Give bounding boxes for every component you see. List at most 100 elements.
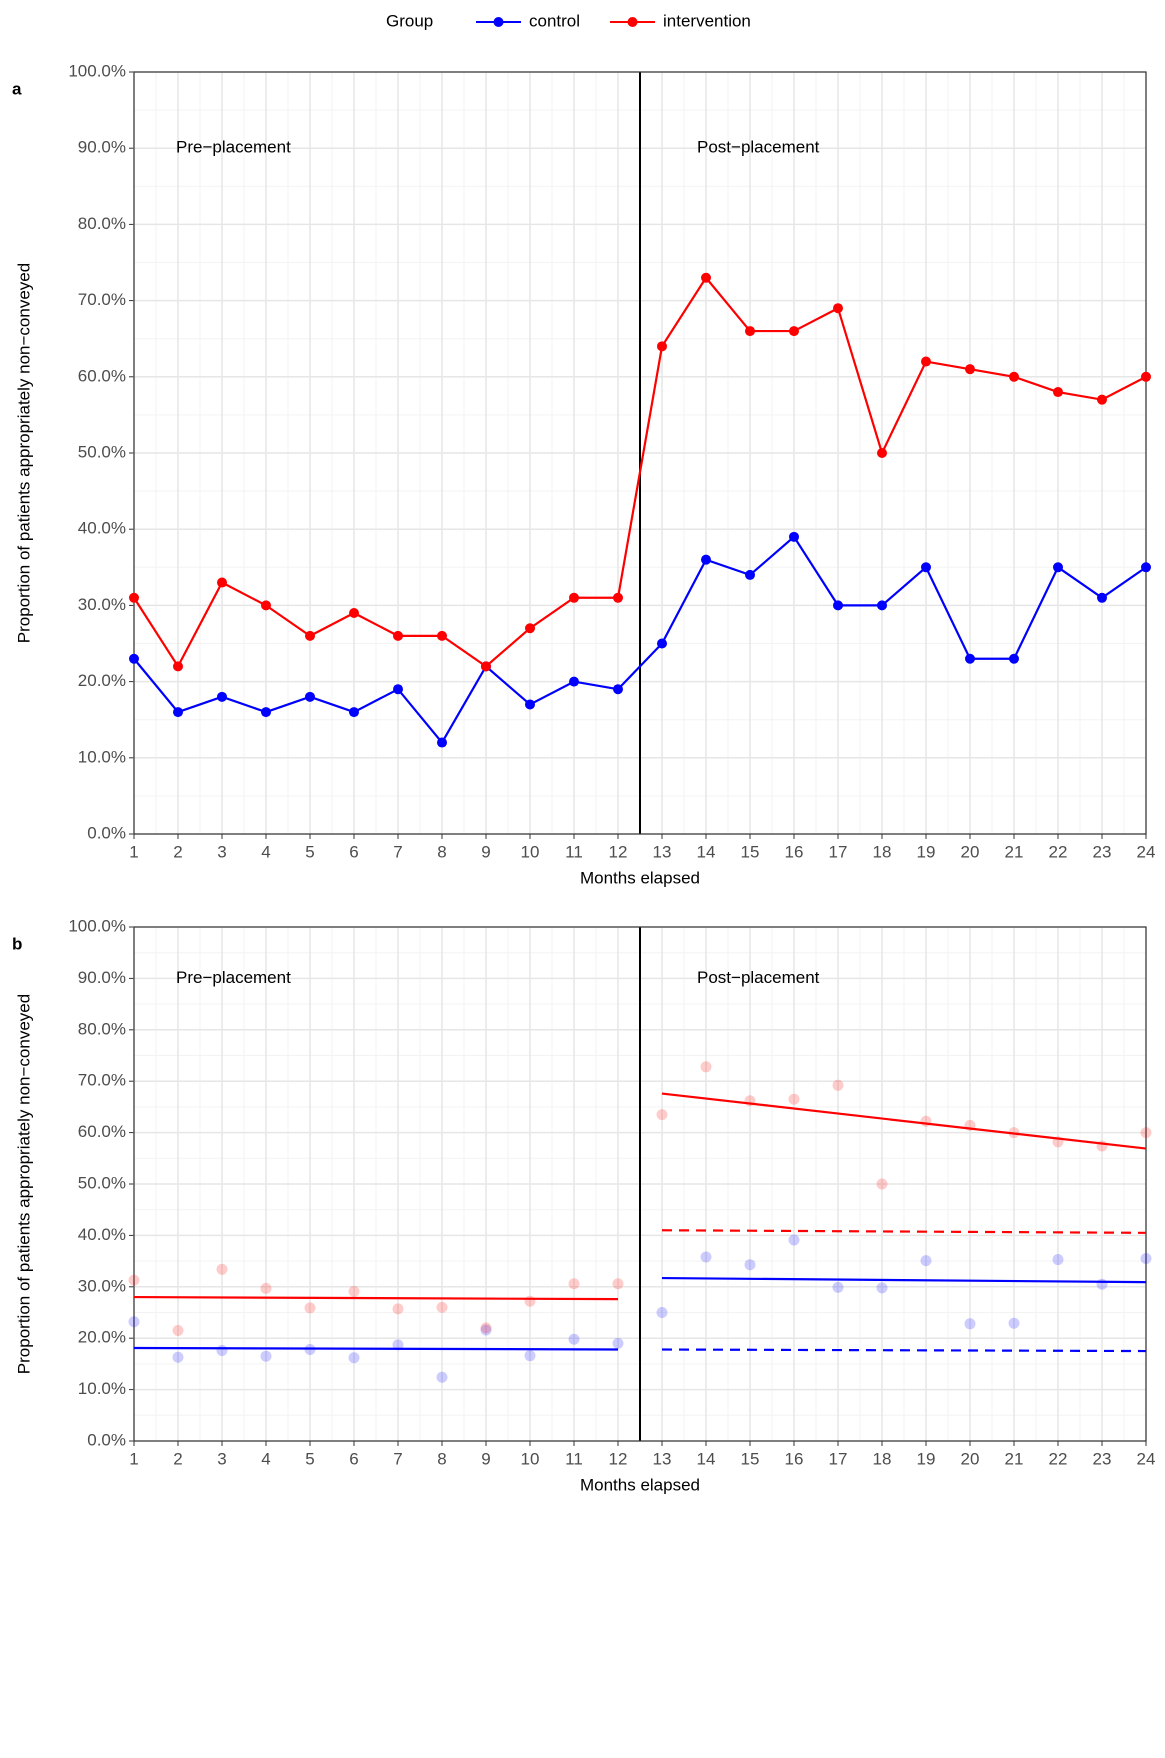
x-tick-label: 13	[653, 1449, 672, 1468]
data-point	[173, 707, 183, 718]
data-point	[480, 1324, 492, 1336]
data-point	[745, 569, 755, 580]
fit-line	[661, 1229, 1147, 1234]
data-point	[481, 661, 491, 672]
y-tick-label: 100.0%	[68, 916, 126, 935]
data-point	[128, 1316, 140, 1328]
data-point	[1140, 1127, 1152, 1139]
y-tick-label: 10.0%	[78, 747, 126, 766]
x-tick-label: 8	[437, 842, 446, 861]
y-tick-label: 80.0%	[78, 1019, 126, 1038]
x-tick-label: 21	[1005, 842, 1024, 861]
annotation: Post−placement	[697, 968, 820, 987]
data-point	[260, 1350, 272, 1362]
x-tick-label: 12	[609, 1449, 628, 1468]
legend-key-dot	[493, 17, 504, 27]
data-point	[1008, 1317, 1020, 1329]
data-point	[1053, 562, 1063, 573]
data-point	[348, 1285, 360, 1297]
data-point	[436, 1371, 448, 1383]
panel-label: b	[12, 934, 22, 953]
data-point	[569, 592, 579, 603]
plot-border	[133, 926, 1147, 1442]
data-point	[656, 1307, 668, 1318]
data-point	[965, 653, 975, 664]
data-point	[524, 1295, 536, 1307]
data-point	[1141, 371, 1151, 382]
data-point	[568, 1333, 580, 1345]
data-point	[701, 554, 711, 565]
x-axis-label: Months elapsed	[580, 1475, 700, 1494]
data-point	[305, 691, 315, 702]
fit-line	[661, 1348, 1147, 1353]
data-point	[524, 1350, 536, 1362]
data-point	[1141, 562, 1151, 573]
data-point	[745, 326, 755, 337]
x-tick-label: 1	[129, 842, 138, 861]
data-point	[437, 630, 447, 641]
data-point	[700, 1251, 712, 1263]
fit-line	[661, 1276, 1147, 1284]
x-tick-label: 18	[873, 842, 892, 861]
fit-line	[133, 1295, 619, 1301]
x-tick-label: 11	[565, 1449, 583, 1468]
x-tick-label: 20	[961, 1449, 980, 1468]
data-point	[833, 600, 843, 611]
x-tick-label: 19	[917, 842, 936, 861]
y-tick-label: 40.0%	[78, 1225, 126, 1244]
x-tick-label: 12	[609, 842, 628, 861]
data-point	[217, 691, 227, 702]
legend-key-dot	[627, 17, 638, 27]
x-tick-label: 5	[305, 842, 314, 861]
data-point	[480, 1322, 492, 1334]
data-point	[876, 1178, 888, 1190]
data-point	[392, 1303, 404, 1315]
data-point	[525, 623, 535, 634]
y-axis-label: Proportion of patients appropriately non…	[14, 263, 33, 643]
data-point	[217, 577, 227, 588]
data-point	[261, 707, 271, 718]
y-tick-label: 40.0%	[78, 519, 126, 538]
x-tick-label: 9	[481, 1449, 490, 1468]
data-point	[436, 1301, 448, 1313]
y-tick-label: 60.0%	[78, 366, 126, 385]
x-tick-label: 24	[1137, 1449, 1156, 1468]
data-point	[788, 1234, 800, 1246]
y-tick-label: 30.0%	[78, 595, 126, 614]
data-point	[1052, 1254, 1064, 1266]
data-point	[173, 661, 183, 672]
y-tick-label: 0.0%	[87, 823, 126, 842]
data-point	[965, 364, 975, 375]
y-tick-label: 10.0%	[78, 1379, 126, 1398]
data-point	[788, 1093, 800, 1105]
x-tick-label: 10	[521, 842, 540, 861]
x-tick-label: 21	[1005, 1449, 1024, 1468]
x-tick-label: 11	[565, 842, 583, 861]
data-point	[129, 653, 139, 664]
y-tick-label: 50.0%	[78, 1173, 126, 1192]
y-tick-label: 30.0%	[78, 1276, 126, 1295]
data-point	[789, 531, 799, 542]
data-point	[832, 1079, 844, 1091]
annotation: Pre−placement	[176, 138, 291, 157]
plot-border	[133, 71, 1147, 835]
data-point	[349, 707, 359, 718]
data-point	[393, 630, 403, 641]
y-tick-label: 70.0%	[78, 1071, 126, 1090]
data-point	[832, 1281, 844, 1293]
x-tick-label: 4	[261, 1449, 270, 1468]
x-tick-label: 9	[481, 842, 490, 861]
x-tick-label: 3	[217, 842, 226, 861]
y-tick-label: 70.0%	[78, 290, 126, 309]
x-tick-label: 22	[1049, 842, 1068, 861]
x-tick-label: 1	[129, 1449, 138, 1468]
data-point	[305, 630, 315, 641]
x-tick-label: 8	[437, 1449, 446, 1468]
x-tick-label: 7	[393, 1449, 402, 1468]
x-tick-label: 6	[349, 1449, 358, 1468]
y-tick-label: 90.0%	[78, 968, 126, 987]
x-tick-label: 19	[917, 1449, 936, 1468]
data-point	[525, 699, 535, 710]
data-point	[877, 448, 887, 458]
y-tick-label: 20.0%	[78, 671, 126, 690]
